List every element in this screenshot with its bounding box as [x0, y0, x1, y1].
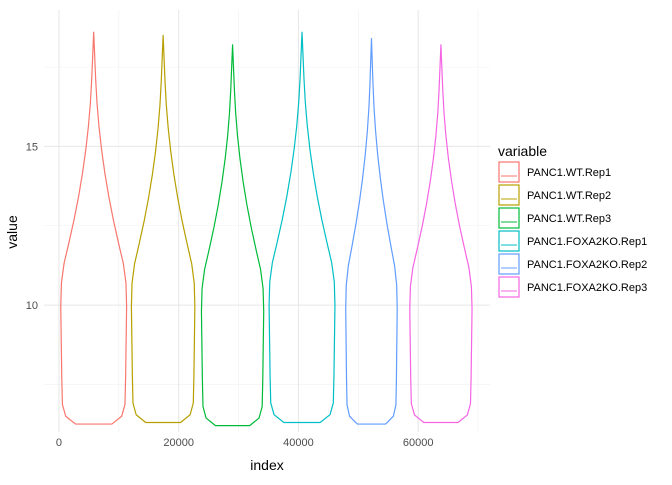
legend-label: PANC1.FOXA2KO.Rep3 [527, 282, 647, 294]
legend-key [498, 230, 520, 252]
legend-key [498, 253, 520, 275]
x-tick-label: 60000 [403, 437, 434, 449]
legend-label: PANC1.WT.Rep3 [527, 213, 611, 225]
x-axis-title: index [250, 457, 283, 473]
legend-key [498, 207, 520, 229]
y-axis-title: value [4, 215, 20, 249]
x-tick-label: 0 [56, 437, 62, 449]
legend-key [498, 276, 520, 298]
violin-5 [345, 37, 398, 425]
legend-key [498, 184, 520, 206]
violin-6 [409, 44, 473, 424]
grid-layer [44, 10, 490, 432]
legend-label: PANC1.FOXA2KO.Rep1 [527, 236, 647, 248]
legend-label: PANC1.WT.Rep1 [527, 167, 611, 179]
violin-4 [268, 31, 336, 424]
x-tick-label: 20000 [163, 437, 194, 449]
legend-key [498, 161, 520, 183]
violin-3 [200, 44, 265, 427]
legend-label: PANC1.FOXA2KO.Rep2 [527, 259, 647, 271]
violin-1 [60, 31, 128, 425]
x-tick-label: 40000 [283, 437, 314, 449]
violin-layer [60, 31, 473, 427]
y-tick-label: 15 [26, 141, 38, 153]
legend-label: PANC1.WT.Rep2 [527, 190, 611, 202]
legend: variable PANC1.WT.Rep1 PANC1.WT.Rep2 PANC1… [498, 143, 647, 298]
legend-title: variable [498, 143, 547, 159]
axis-layer: 0 20000 40000 60000 10 15 [26, 141, 434, 449]
y-tick-label: 10 [26, 300, 38, 312]
violin-2 [130, 34, 196, 424]
